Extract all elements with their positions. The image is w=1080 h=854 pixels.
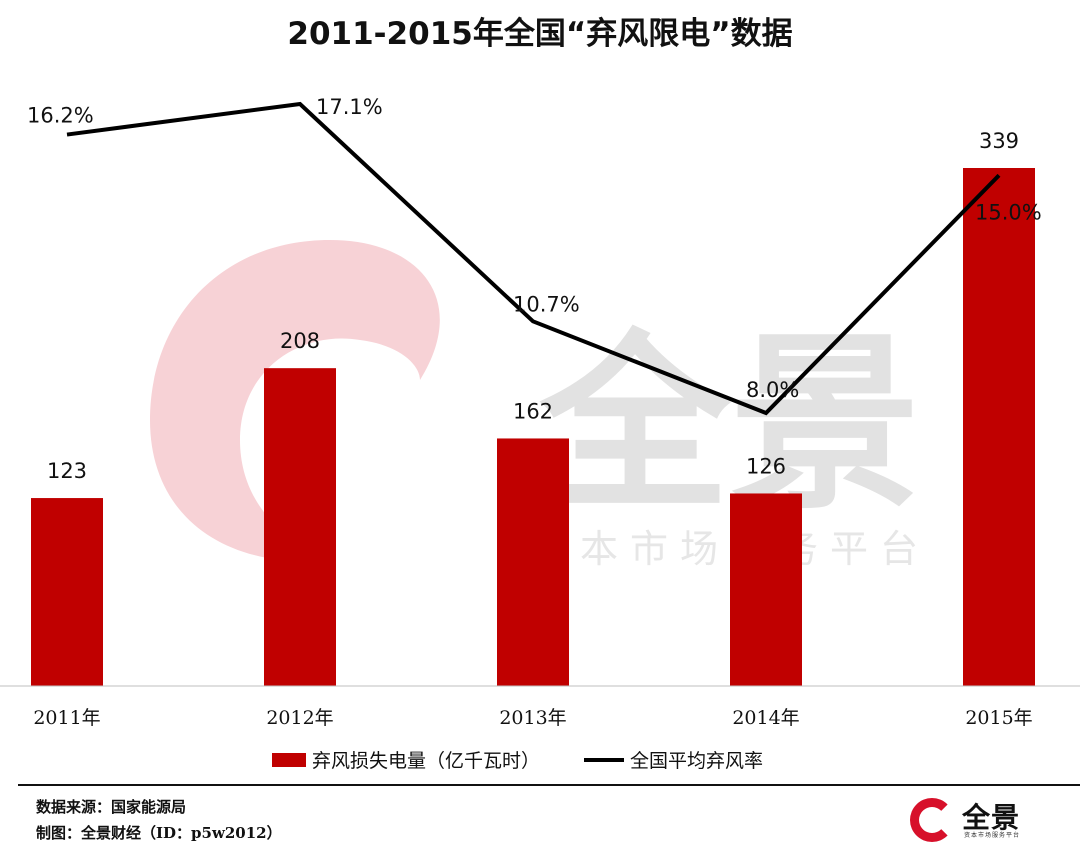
legend-label-bar: 弃风损失电量（亿千瓦时） (312, 750, 541, 772)
bar-0 (31, 498, 103, 686)
chart: 全景 资本市场服务平台 123 208 162 126 339 16.2% 17.1% 10.… (0, 95, 1080, 729)
rate-label-3: 8.0% (746, 378, 799, 402)
rate-label-2: 10.7% (513, 292, 580, 316)
watermark-swirl (150, 240, 440, 562)
bar-label-0: 123 (47, 459, 87, 483)
x-tick-label-2: 2013年 (499, 707, 566, 729)
watermark-brand: 全景 (539, 314, 920, 535)
bar-label-1: 208 (280, 329, 320, 353)
logo-icon (910, 798, 954, 842)
x-tick-label-0: 2011年 (33, 707, 100, 729)
watermark: 全景 资本市场服务平台 (150, 240, 930, 571)
logo-name: 全景 (962, 801, 1021, 834)
bar-label-2: 162 (513, 399, 553, 423)
bar-1 (264, 368, 336, 686)
x-tick-label-4: 2015年 (965, 707, 1032, 729)
footer-divider (18, 784, 1080, 786)
brand-logo: 全景 资本市场服务平台 (910, 796, 1050, 844)
legend-swatch-bar (272, 752, 306, 767)
logo-tagline: 资本市场服务平台 (964, 832, 1021, 839)
chart-title: 2011-2015年全国“弃风限电”数据 (287, 16, 793, 52)
watermark-tagline: 资本市场服务平台 (530, 527, 930, 571)
rate-label-1: 17.1% (316, 95, 383, 119)
x-tick-label-1: 2012年 (266, 707, 333, 729)
bar-label-3: 126 (746, 454, 786, 478)
x-tick-label-3: 2014年 (732, 707, 799, 729)
legend-label-line: 全国平均弃风率 (630, 750, 764, 772)
source-note: 数据来源：国家能源局 (36, 798, 187, 816)
rate-label-4: 15.0% (975, 200, 1042, 224)
bar-3 (730, 493, 802, 686)
bar-2 (497, 438, 569, 686)
credit-note: 制图：全景财经（ID：p5w2012） (36, 824, 282, 842)
rate-label-0: 16.2% (27, 104, 94, 128)
bar-4 (963, 168, 1035, 686)
bar-label-4: 339 (979, 129, 1019, 153)
legend: 弃风损失电量（亿千瓦时） 全国平均弃风率 (272, 746, 763, 773)
legend-swatch-line (584, 757, 625, 762)
